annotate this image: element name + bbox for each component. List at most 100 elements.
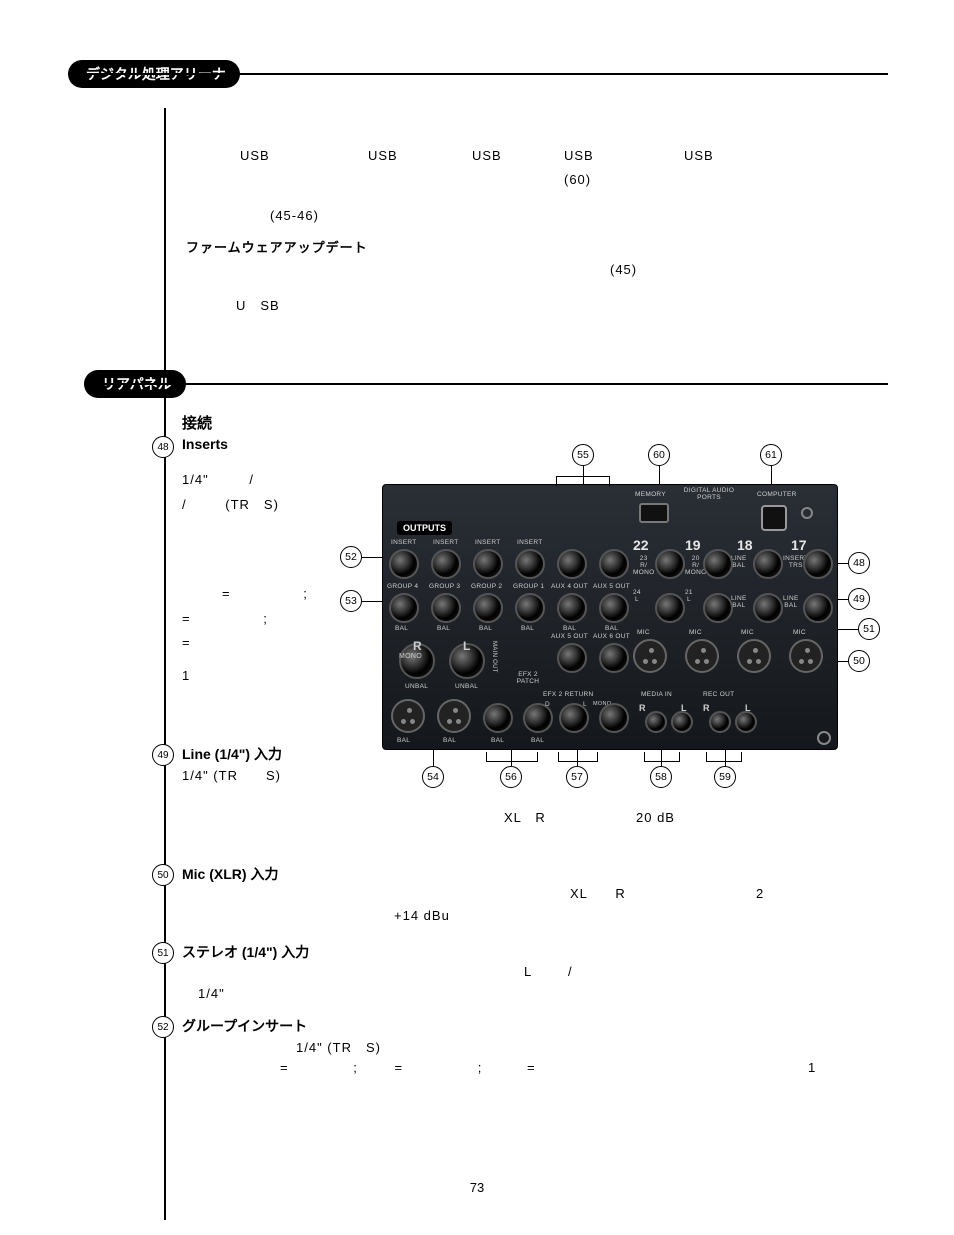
jack-icon (709, 711, 731, 733)
label-unbal: UNBAL (405, 683, 428, 690)
text: = (182, 635, 191, 650)
label-insert: INSERT (475, 539, 501, 546)
label: LINEBAL (731, 595, 747, 609)
text: / (249, 472, 254, 487)
label-aux4: AUX 4 OUT (551, 583, 588, 590)
lead-line (838, 563, 848, 564)
lead-line (838, 629, 858, 630)
text: USB (564, 144, 594, 169)
text: 20 dB (636, 806, 675, 831)
label-bal: BAL (491, 737, 504, 744)
text: USB (472, 144, 502, 169)
callout-55: 55 (572, 444, 594, 466)
label-group3: GROUP 3 (429, 583, 460, 590)
jack-icon (599, 593, 629, 623)
jack-icon (473, 593, 503, 623)
usb-text-block: USB USB USB USB (60) USB (190, 144, 830, 169)
text: 1/4" (182, 472, 209, 487)
rear-panel-diagram: OUTPUTS MEMORY DIGITAL AUDIOPORTS COMPUT… (382, 484, 838, 750)
text: 1/4" / / (TR S) (182, 468, 362, 517)
text: = (527, 1060, 536, 1075)
jack-icon (735, 711, 757, 733)
text: U SB (236, 294, 280, 319)
text: ; (478, 1060, 483, 1075)
text: 1/4" (TR S) (182, 764, 281, 789)
xlr-icon (391, 699, 425, 733)
text: +14 dBu (394, 904, 450, 929)
label-r: R (413, 639, 422, 653)
label-group2: GROUP 2 (471, 583, 502, 590)
label-bal: BAL (437, 625, 450, 632)
label-bal: BAL (443, 737, 456, 744)
label-aux5: AUX 5 OUT (593, 583, 630, 590)
jack-icon (557, 643, 587, 673)
item-title-49: Line (1/4") 入力 (182, 746, 282, 762)
text: = (222, 586, 231, 601)
outputs-label: OUTPUTS (397, 521, 452, 535)
callout-51: 51 (858, 618, 880, 640)
jack-icon (515, 593, 545, 623)
label-mic: MIC (689, 629, 702, 636)
divider (84, 383, 888, 385)
text: = (182, 611, 191, 626)
label-bal: BAL (521, 625, 534, 632)
label-mic: MIC (637, 629, 650, 636)
callout-59: 59 (714, 766, 736, 788)
text: 2 (756, 882, 764, 907)
lead-line (771, 466, 772, 484)
label: LINEBAL (783, 595, 799, 609)
jack-icon (645, 711, 667, 733)
jack-icon (599, 703, 629, 733)
label-mono: MONO (399, 653, 422, 660)
heading-connect: 接続 (182, 412, 884, 433)
label-bal: BAL (563, 625, 576, 632)
text: = (394, 1060, 403, 1075)
label-bal: BAL (479, 625, 492, 632)
callout-60: 60 (648, 444, 670, 466)
xlr-icon (633, 639, 667, 673)
item-title-52: グループインサート (182, 1018, 307, 1034)
label-mic: MIC (741, 629, 754, 636)
label-line-bal: LINEBAL (731, 555, 747, 569)
label-d: D (545, 701, 550, 708)
jack-icon (703, 593, 733, 623)
bracket (556, 476, 610, 486)
label-aux5: AUX 5 OUT (551, 633, 588, 640)
xlr-icon (685, 639, 719, 673)
screw-icon (817, 731, 831, 745)
label-efx2patch: EFX 2PATCH (513, 671, 543, 685)
label: 23R/MONO (633, 555, 654, 576)
callout-50: 50 (848, 650, 870, 672)
lead-line (362, 601, 382, 602)
jack-icon (753, 549, 783, 579)
margin-rule (164, 108, 166, 1220)
text: = ; = ; = 1 (264, 1056, 864, 1081)
label-aux6: AUX 6 OUT (593, 633, 630, 640)
jack-icon (389, 549, 419, 579)
item-number-50: 50 (152, 864, 174, 886)
label-r: R (639, 703, 646, 713)
text: USB (684, 144, 714, 169)
text: L (524, 960, 532, 985)
text: / (568, 960, 573, 985)
text: USB (368, 144, 398, 169)
text: (60) (564, 168, 591, 193)
jack-icon (703, 549, 733, 579)
jack-icon (599, 643, 629, 673)
label: 24L (633, 589, 641, 603)
jack-icon (431, 593, 461, 623)
label-mediain: MEDIA IN (641, 691, 672, 698)
lead-line (659, 466, 660, 484)
sd-slot (639, 503, 669, 523)
channel-num: 19 (685, 537, 701, 553)
bracket (558, 752, 598, 762)
text: ; (263, 611, 268, 626)
label: 21L (685, 589, 693, 603)
label-digital: DIGITAL AUDIOPORTS (679, 487, 739, 501)
callout-48: 48 (848, 552, 870, 574)
channel-num: 18 (737, 537, 753, 553)
divider (68, 73, 888, 75)
label-mic: MIC (793, 629, 806, 636)
label-bal: BAL (395, 625, 408, 632)
jack-icon (389, 593, 419, 623)
